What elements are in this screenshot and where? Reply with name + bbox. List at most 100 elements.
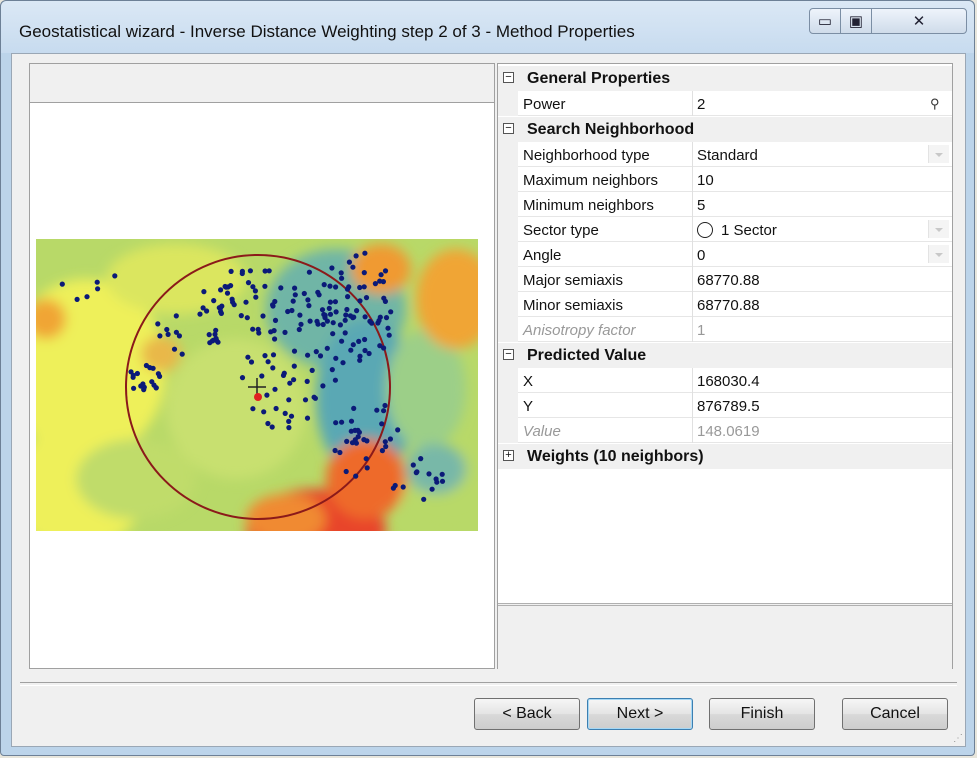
category-search-neighborhood[interactable]: − Search Neighborhood: [498, 117, 952, 142]
button-separator: [20, 682, 957, 686]
sample-point: [134, 370, 140, 377]
sample-point: [289, 307, 295, 314]
sample-point: [259, 373, 265, 379]
prop-value-wrapper[interactable]: 1 Sector: [697, 222, 777, 239]
prop-value[interactable]: 68770.88: [697, 272, 760, 289]
sample-point: [272, 386, 278, 392]
power-optimize-icon[interactable]: ⚲: [930, 96, 940, 111]
sample-point: [281, 370, 287, 376]
sample-point: [353, 473, 359, 479]
sample-point: [291, 348, 298, 354]
sample-point: [362, 314, 368, 320]
row-gutter: [498, 192, 518, 217]
sample-point: [130, 374, 136, 380]
surface-preview-map[interactable]: [36, 239, 478, 531]
sample-point: [304, 415, 311, 421]
category-weights[interactable]: + Weights (10 neighbors): [498, 444, 952, 469]
column-divider: [692, 317, 693, 342]
sample-point: [141, 387, 147, 393]
dropdown-arrow-icon[interactable]: [928, 145, 949, 163]
sample-point: [348, 418, 355, 424]
row-gutter: [498, 242, 518, 267]
prop-y[interactable]: Y 876789.5: [498, 393, 952, 418]
sample-point: [357, 353, 363, 359]
sample-point: [319, 307, 326, 313]
prop-sector-type[interactable]: Sector type 1 Sector: [498, 217, 952, 242]
sample-point: [250, 326, 256, 332]
sample-point: [282, 329, 288, 335]
close-button[interactable]: ✕: [871, 8, 967, 34]
sample-point: [302, 397, 309, 403]
row-gutter: [498, 167, 518, 192]
maximize-button[interactable]: ▣: [840, 8, 872, 34]
sample-point: [262, 353, 268, 359]
data-points: [59, 250, 446, 502]
prop-value[interactable]: 2: [697, 96, 706, 113]
sample-point: [243, 299, 249, 305]
sample-point: [270, 365, 276, 371]
prop-value[interactable]: 5: [697, 197, 706, 214]
sample-point: [94, 279, 100, 285]
back-button[interactable]: < Back: [474, 698, 580, 730]
sample-point: [250, 406, 256, 412]
category-general-properties[interactable]: − General Properties: [498, 66, 952, 91]
sample-point: [286, 425, 292, 431]
sample-point: [272, 298, 278, 305]
category-predicted-value[interactable]: − Predicted Value: [498, 343, 952, 368]
sample-point: [297, 312, 303, 318]
prop-name: Minor semiaxis: [523, 297, 624, 314]
expand-icon[interactable]: +: [503, 450, 514, 461]
collapse-icon[interactable]: −: [503, 72, 514, 83]
prop-neighborhood-type[interactable]: Neighborhood type Standard: [498, 142, 952, 167]
finish-button[interactable]: Finish: [709, 698, 815, 730]
prop-value[interactable]: Standard: [697, 147, 758, 164]
sample-point: [421, 496, 427, 502]
row-gutter: [498, 267, 518, 292]
sample-point: [332, 447, 338, 454]
prop-name: Y: [523, 398, 534, 415]
sample-point: [345, 294, 351, 300]
sample-point: [59, 281, 65, 287]
sample-point: [353, 253, 359, 259]
sample-point: [339, 275, 345, 281]
sample-point: [262, 268, 268, 274]
prop-value[interactable]: 0: [697, 247, 706, 264]
prop-power[interactable]: Power 2 ⚲: [498, 91, 952, 116]
prop-maximum-neighbors[interactable]: Maximum neighbors 10: [498, 167, 952, 192]
sample-point: [395, 427, 401, 433]
prop-major-semiaxis[interactable]: Major semiaxis 68770.88: [498, 267, 952, 292]
sample-point: [266, 268, 272, 274]
cancel-button[interactable]: Cancel: [842, 698, 948, 730]
dropdown-arrow-icon[interactable]: [928, 220, 949, 238]
dropdown-arrow-icon[interactable]: [928, 245, 949, 263]
sample-point: [224, 290, 231, 296]
prop-value[interactable]: 10: [697, 172, 714, 189]
sample-point: [197, 311, 203, 317]
column-divider: [692, 91, 693, 116]
sample-point: [270, 352, 277, 358]
sample-point: [330, 331, 336, 337]
sample-point: [357, 284, 363, 291]
minimize-button[interactable]: ▭: [809, 8, 841, 34]
resize-grip-icon[interactable]: ⋰: [953, 733, 963, 744]
sample-point: [206, 332, 212, 338]
collapse-icon[interactable]: −: [503, 349, 514, 360]
sample-point: [344, 306, 350, 313]
prop-minimum-neighbors[interactable]: Minimum neighbors 5: [498, 192, 952, 217]
prop-angle[interactable]: Angle 0: [498, 242, 952, 267]
sample-point: [374, 407, 380, 413]
prop-value[interactable]: 68770.88: [697, 297, 760, 314]
prop-value[interactable]: 876789.5: [697, 398, 760, 415]
sample-point: [155, 321, 161, 327]
sample-point: [176, 333, 182, 339]
next-button[interactable]: Next >: [587, 698, 693, 730]
prop-x[interactable]: X 168030.4: [498, 368, 952, 393]
category-label: Predicted Value: [527, 347, 647, 364]
sample-point: [357, 298, 363, 304]
prop-value[interactable]: 168030.4: [697, 373, 760, 390]
sample-point: [286, 397, 292, 403]
sample-point: [343, 312, 349, 318]
prop-minor-semiaxis[interactable]: Minor semiaxis 68770.88: [498, 292, 952, 317]
title-bar[interactable]: Geostatistical wizard - Inverse Distance…: [1, 1, 974, 53]
collapse-icon[interactable]: −: [503, 123, 514, 134]
